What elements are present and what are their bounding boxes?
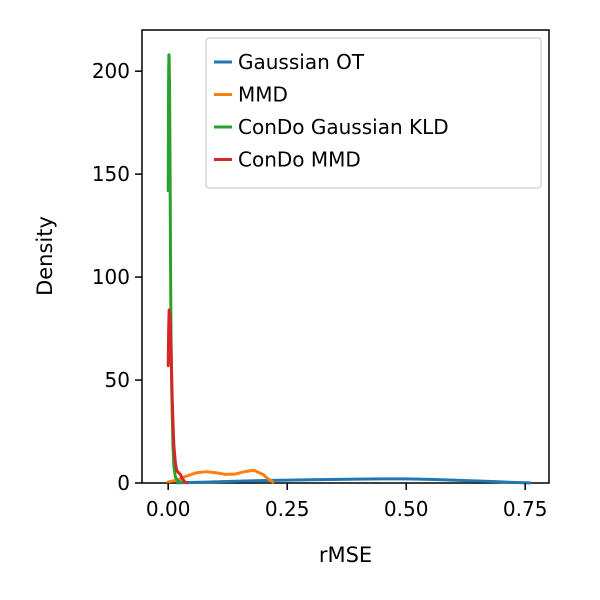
y-axis-label: Density: [33, 216, 57, 296]
y-tick-label: 100: [92, 265, 130, 289]
legend-entry: ConDo Gaussian KLD: [238, 115, 449, 139]
y-tick-label: 0: [117, 471, 130, 495]
y-axis: 0 50 100 150 200: [92, 59, 142, 495]
series-line-mmd: [166, 468, 275, 484]
legend-box: [205, 37, 542, 189]
legend: Gaussian OT MMD ConDo Gaussian KLD ConDo MM…: [205, 37, 542, 189]
legend-entry: MMD: [238, 83, 288, 107]
x-tick-label: 0.75: [503, 497, 548, 521]
y-tick-label: 200: [92, 59, 130, 83]
series-line-gaussian-ot: [176, 477, 532, 485]
y-tick-label: 50: [105, 368, 130, 392]
plot-frame: [141, 29, 550, 484]
x-tick-label: 0.00: [146, 497, 191, 521]
y-tick-label: 150: [92, 162, 130, 186]
x-tick-label: 0.50: [384, 497, 429, 521]
legend-entry: Gaussian OT: [238, 50, 365, 74]
x-axis-label: rMSE: [319, 543, 372, 567]
series-line-condo-gaussian-kld: [166, 53, 184, 485]
x-axis: 0.00 0.25 0.50 0.75: [146, 483, 548, 521]
series-line-condo-mmd: [166, 308, 189, 485]
series-layer: [166, 53, 532, 485]
legend-entry: ConDo MMD: [238, 148, 361, 172]
x-tick-label: 0.25: [265, 497, 310, 521]
